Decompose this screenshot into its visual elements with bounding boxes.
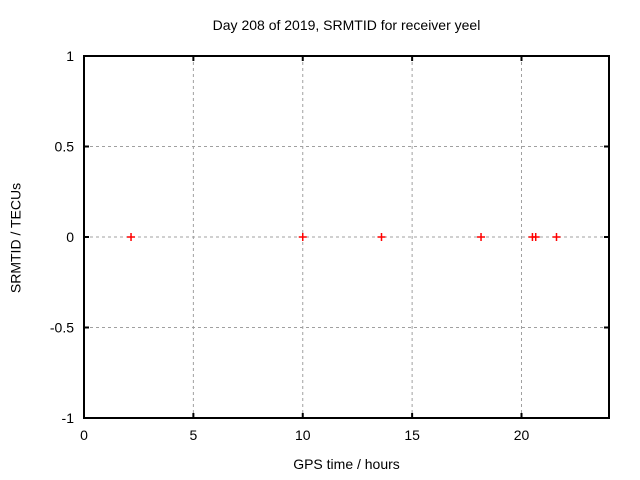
y-tick-label: -0.5 — [50, 320, 74, 336]
y-tick-label: -1 — [62, 410, 75, 426]
data-point-marker — [127, 233, 136, 241]
y-tick-label: 0.5 — [55, 139, 75, 155]
data-point-marker — [477, 233, 486, 241]
data-point-marker — [377, 233, 386, 241]
data-point-marker — [552, 233, 561, 241]
x-tick-label: 0 — [80, 427, 88, 443]
x-tick-label: 10 — [295, 427, 311, 443]
x-tick-label: 20 — [514, 427, 530, 443]
data-point-marker — [531, 233, 540, 241]
y-tick-label: 1 — [66, 48, 74, 64]
data-point-marker — [298, 233, 307, 241]
x-tick-label: 5 — [189, 427, 197, 443]
x-tick-label: 15 — [404, 427, 420, 443]
chart-title: Day 208 of 2019, SRMTID for receiver yee… — [212, 17, 481, 33]
y-tick-label: 0 — [66, 229, 74, 245]
x-axis-label: GPS time / hours — [293, 456, 400, 472]
